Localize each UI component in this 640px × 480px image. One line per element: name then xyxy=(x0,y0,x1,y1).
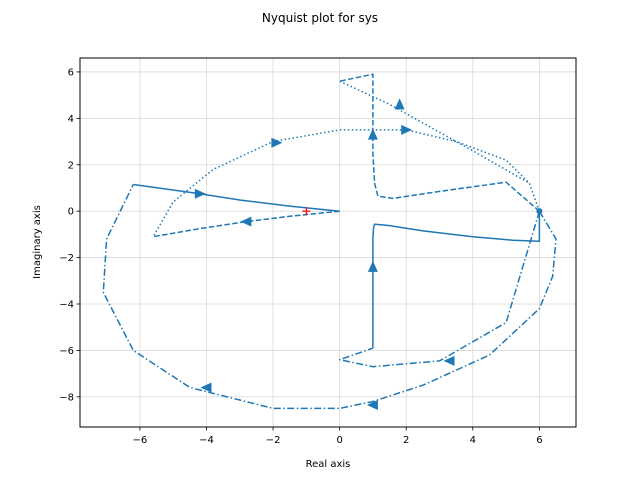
y-tick-label: −6 xyxy=(59,346,74,357)
direction-arrow xyxy=(367,260,378,272)
series-line-solid xyxy=(133,183,340,212)
critical-point-marker xyxy=(302,207,311,216)
plot-frame xyxy=(79,57,577,428)
series-line-dashdot xyxy=(102,184,557,410)
chart-title: Nyquist plot for sys xyxy=(262,11,378,25)
x-tick-label: −2 xyxy=(266,435,281,446)
direction-arrow xyxy=(194,188,206,199)
direction-arrow xyxy=(367,128,378,140)
y-tick-label: −8 xyxy=(59,392,74,403)
direction-arrow xyxy=(366,400,378,410)
series-line-dotted xyxy=(152,129,541,238)
y-axis-label: Imaginary axis xyxy=(32,205,43,279)
x-tick-label: 0 xyxy=(336,435,342,446)
y-tick-label: 6 xyxy=(68,67,74,78)
y-tick-label: 4 xyxy=(68,114,74,125)
series-line-dashed xyxy=(339,73,540,212)
series-line-dashdot xyxy=(338,210,541,368)
y-tick-label: 2 xyxy=(68,160,74,171)
x-tick-label: −4 xyxy=(199,435,214,446)
y-tick-label: −4 xyxy=(59,300,74,311)
x-tick-label: 2 xyxy=(403,435,409,446)
direction-arrow xyxy=(443,355,455,366)
x-tick-label: 6 xyxy=(536,435,542,446)
x-tick-label: 4 xyxy=(470,435,476,446)
direction-arrow xyxy=(200,382,212,393)
direction-arrow xyxy=(240,216,252,227)
x-tick-label: −6 xyxy=(133,435,148,446)
y-tick-label: 0 xyxy=(68,207,74,218)
x-axis-label: Real axis xyxy=(306,459,351,470)
y-tick-label: −2 xyxy=(59,253,74,264)
series-line-solid xyxy=(372,211,541,349)
direction-arrow xyxy=(401,124,413,135)
ticks: −6 −4 −2 0 2 4 6 −8 −6 −4 −2 0 2 4 6 xyxy=(59,67,542,446)
direction-arrow xyxy=(394,98,405,110)
direction-arrow xyxy=(271,137,283,148)
grid xyxy=(80,58,576,427)
marker-group xyxy=(302,207,543,216)
start-point-marker xyxy=(536,208,543,215)
